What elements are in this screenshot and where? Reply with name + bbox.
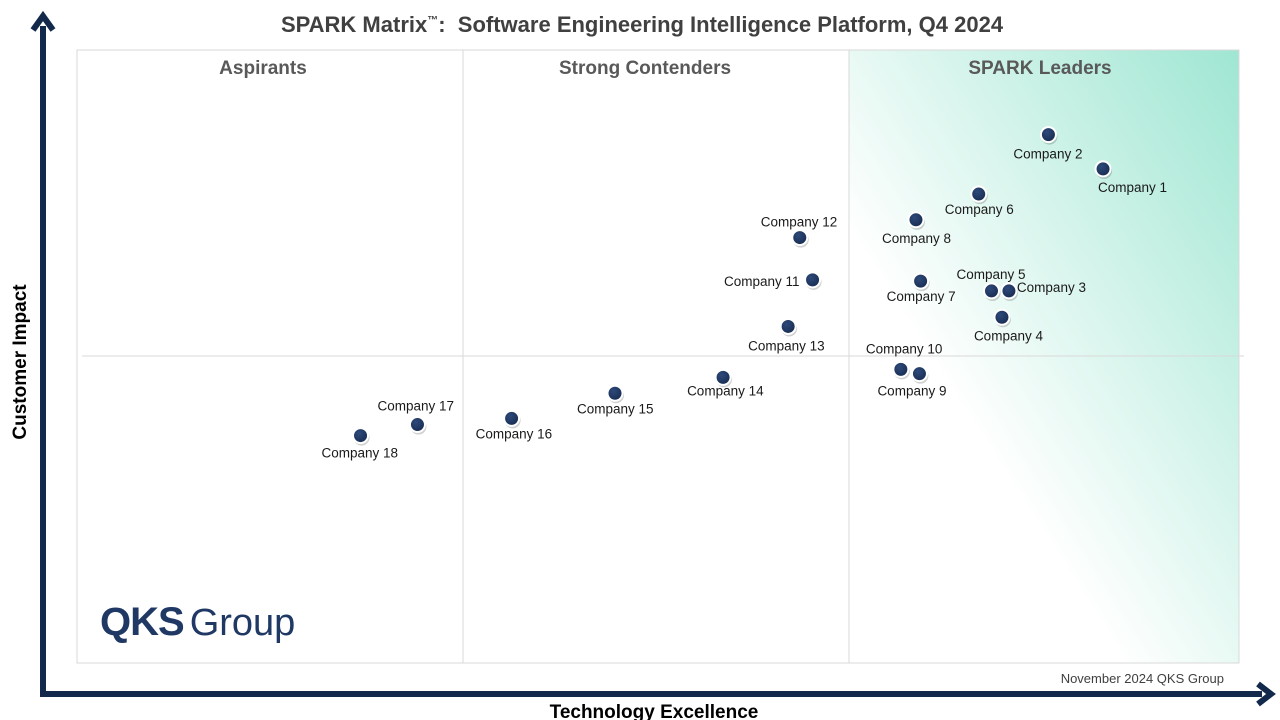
point-marker <box>970 185 988 203</box>
point-marker <box>1000 282 1018 300</box>
point-marker <box>791 229 809 247</box>
quadrant-spark-leaders: SPARK Leaders <box>968 58 1111 79</box>
y-axis-arrow <box>30 10 56 32</box>
data-point-company-3: Company 3 <box>1000 280 1086 301</box>
point-label: Company 16 <box>476 426 553 441</box>
footer-note: November 2024 QKS Group <box>1061 671 1224 686</box>
point-marker <box>779 317 797 335</box>
quadrant-strong-contenders: Strong Contenders <box>559 58 731 79</box>
data-point-company-7: Company 7 <box>887 272 956 304</box>
point-label: Company 12 <box>761 215 838 230</box>
point-label: Company 1 <box>1098 180 1167 195</box>
data-point-company-5: Company 5 <box>956 267 1026 301</box>
point-label: Company 3 <box>1017 280 1086 295</box>
point-label: Company 7 <box>887 289 956 304</box>
chart-title: SPARK Matrix™: Software Engineering Inte… <box>280 12 1004 37</box>
point-label: Company 15 <box>577 401 654 416</box>
point-label: Company 11 <box>724 274 800 289</box>
point-marker <box>352 427 370 445</box>
point-label: Company 4 <box>974 328 1044 343</box>
x-axis-title: Technology Excellence <box>550 702 759 720</box>
point-marker <box>993 308 1011 326</box>
point-marker <box>907 211 925 229</box>
quadrant-aspirants: Aspirants <box>219 58 307 79</box>
data-point-company-2: Company 2 <box>1013 126 1082 162</box>
data-point-company-4: Company 4 <box>974 308 1044 343</box>
data-point-company-11: Company 11 <box>724 271 822 290</box>
point-marker <box>1094 160 1112 178</box>
point-label: Company 6 <box>945 202 1014 217</box>
point-marker <box>910 365 928 383</box>
point-label: Company 9 <box>877 384 946 399</box>
data-point-company-6: Company 6 <box>945 185 1014 217</box>
x-axis-arrow <box>1256 681 1276 707</box>
point-marker <box>804 271 822 289</box>
data-point-company-12: Company 12 <box>761 215 838 248</box>
data-point-company-1: Company 1 <box>1094 160 1167 195</box>
point-marker <box>892 360 910 378</box>
data-point-company-17: Company 17 <box>377 399 454 435</box>
point-marker <box>1039 126 1057 144</box>
point-marker <box>503 409 521 427</box>
points-layer: Company 1 Company 2 Company 3 Company 4 Comp… <box>322 126 1167 461</box>
qks-group-logo: QKS Group <box>100 600 296 644</box>
data-point-company-10: Company 10 <box>866 341 943 380</box>
point-label: Company 5 <box>956 267 1025 282</box>
point-label: Company 17 <box>377 399 454 414</box>
data-point-company-8: Company 8 <box>882 211 951 246</box>
point-marker <box>912 272 930 290</box>
point-label: Company 8 <box>882 231 951 246</box>
point-label: Company 18 <box>322 446 399 461</box>
data-point-company-18: Company 18 <box>322 427 399 461</box>
data-point-company-9: Company 9 <box>877 365 946 399</box>
point-marker <box>714 368 732 386</box>
point-label: Company 14 <box>687 383 764 398</box>
point-marker <box>982 282 1000 300</box>
data-point-company-14: Company 14 <box>687 368 764 398</box>
y-axis-title: Customer Impact <box>10 284 31 440</box>
point-label: Company 10 <box>866 341 943 356</box>
data-point-company-15: Company 15 <box>577 384 654 416</box>
data-point-company-13: Company 13 <box>748 317 825 353</box>
point-label: Company 2 <box>1013 147 1082 162</box>
data-point-company-16: Company 16 <box>476 409 553 441</box>
point-marker <box>606 384 624 402</box>
point-label: Company 13 <box>748 338 825 353</box>
point-marker <box>408 416 426 434</box>
